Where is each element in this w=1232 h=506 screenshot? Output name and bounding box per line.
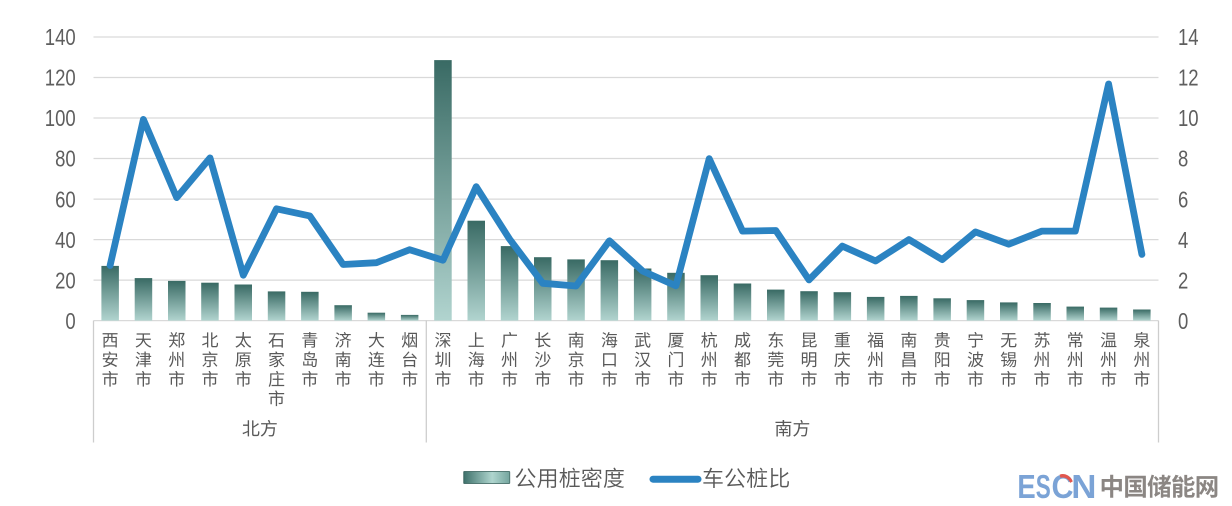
svg-text:140: 140: [45, 24, 76, 50]
svg-text:E: E: [1017, 469, 1035, 506]
svg-text:14: 14: [1178, 24, 1199, 50]
svg-text:12: 12: [1178, 65, 1199, 91]
svg-text:6: 6: [1178, 186, 1188, 212]
svg-text:4: 4: [1178, 227, 1188, 253]
svg-text:S: S: [1036, 469, 1051, 506]
svg-text:120: 120: [45, 65, 76, 91]
svg-text:8: 8: [1178, 146, 1188, 172]
svg-text:100: 100: [45, 105, 76, 131]
svg-text:2: 2: [1178, 267, 1188, 293]
svg-text:60: 60: [55, 186, 76, 212]
svg-text:10: 10: [1178, 105, 1199, 131]
svg-text:80: 80: [55, 146, 76, 172]
svg-text:0: 0: [65, 308, 75, 334]
svg-text:20: 20: [55, 267, 76, 293]
svg-text:40: 40: [55, 227, 76, 253]
svg-text:0: 0: [1178, 308, 1188, 334]
svg-text:N: N: [1071, 469, 1096, 506]
